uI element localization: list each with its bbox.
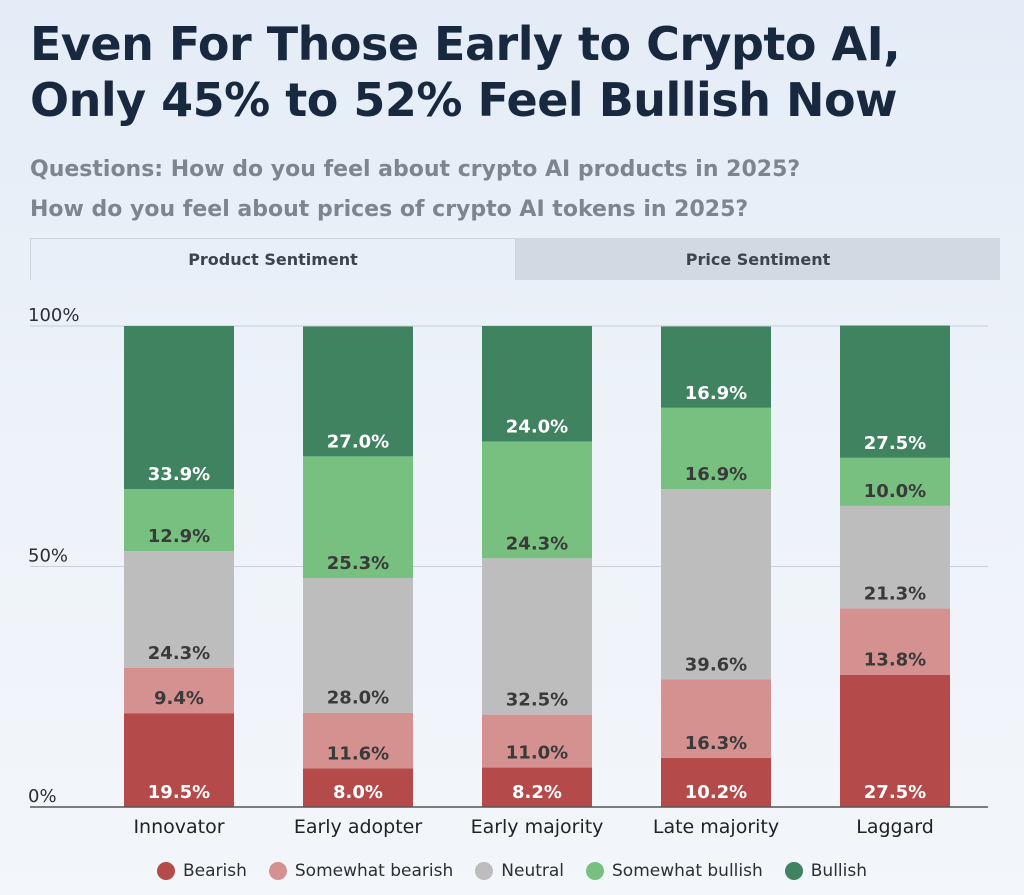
- data-label: 10.0%: [864, 481, 926, 502]
- data-label: 24.3%: [148, 643, 210, 664]
- x-tick-label-4: Laggard: [856, 816, 934, 838]
- chart-subtitle: Questions: How do you feel about crypto …: [30, 150, 1010, 230]
- x-tick-label-1: Early adopter: [294, 816, 423, 838]
- data-label: 8.2%: [512, 782, 562, 803]
- subtitle-line-1: Questions: How do you feel about crypto …: [30, 157, 801, 182]
- bar-segment-somewhat-bearish-0: [124, 667, 234, 714]
- stacked-bar-chart: 0% 50% 100% 19.5% 9.4% 24.3% 12.9% 33.9% 8.0% 11.…: [28, 305, 988, 838]
- bar-segment-somewhat-bearish-2: [482, 714, 592, 768]
- bar-segment-neutral-0: [124, 551, 234, 668]
- bar-segment-bearish-0: [124, 713, 234, 807]
- data-label: 16.9%: [685, 383, 747, 404]
- bar-segment-somewhat-bullish-3: [661, 407, 771, 490]
- bar-segment-bearish-2: [482, 767, 592, 807]
- x-tick-label-3: Late majority: [653, 816, 779, 838]
- legend-swatch: [156, 862, 175, 880]
- data-label: 12.9%: [148, 526, 210, 547]
- bar-segment-somewhat-bullish-0: [124, 489, 234, 552]
- subtitle-line-2: How do you feel about prices of crypto A…: [30, 197, 749, 222]
- bar-segment-bullish-3: [661, 326, 771, 408]
- bar-segment-somewhat-bullish-1: [303, 456, 413, 579]
- y-tick-label-0: 0%: [28, 786, 57, 807]
- data-label: 27.5%: [864, 433, 926, 454]
- y-tick-label-1: 50%: [28, 546, 68, 567]
- y-tick-label-2: 100%: [28, 305, 79, 326]
- bar-segment-somewhat-bearish-4: [840, 608, 950, 675]
- data-label: 16.3%: [685, 733, 747, 754]
- data-label: 32.5%: [506, 690, 568, 711]
- data-label: 13.8%: [864, 650, 926, 671]
- data-label: 39.6%: [685, 655, 747, 676]
- bar-segment-bullish-2: [482, 326, 592, 442]
- tab-product-sentiment[interactable]: Product Sentiment: [30, 238, 516, 280]
- bar-segment-neutral-3: [661, 489, 771, 680]
- legend-item-neutral: Neutral: [475, 861, 564, 881]
- data-label: 21.3%: [864, 583, 926, 604]
- bar-segment-neutral-4: [840, 505, 950, 609]
- sentiment-tabs: Product Sentiment Price Sentiment: [30, 238, 1000, 280]
- data-label: 8.0%: [333, 782, 383, 803]
- bar-segment-somewhat-bullish-4: [840, 457, 950, 506]
- x-tick-label-0: Innovator: [133, 816, 224, 838]
- legend-item-somewhat-bullish: Somewhat bullish: [586, 861, 763, 881]
- data-label: 25.3%: [327, 553, 389, 574]
- legend-item-bullish: Bullish: [784, 861, 868, 881]
- data-label: 11.0%: [506, 743, 568, 764]
- data-label: 33.9%: [148, 464, 210, 485]
- bar-segment-bearish-3: [661, 757, 771, 807]
- data-label: 24.0%: [506, 416, 568, 437]
- tab-price-sentiment[interactable]: Price Sentiment: [685, 249, 831, 269]
- bar-segment-bearish-1: [303, 768, 413, 807]
- legend-label: Somewhat bearish: [294, 861, 454, 881]
- bar-segment-bullish-0: [124, 326, 234, 490]
- legend-label: Bullish: [810, 861, 868, 881]
- data-label: 9.4%: [154, 688, 204, 709]
- legend-label: Bearish: [182, 861, 247, 881]
- data-label: 10.2%: [685, 782, 747, 803]
- chart-title: Even For Those Early to Crypto AI, Only …: [30, 16, 1010, 128]
- legend-swatch: [268, 862, 287, 880]
- data-label: 19.5%: [148, 782, 210, 803]
- data-label: 24.3%: [506, 533, 568, 554]
- legend-label: Somewhat bullish: [612, 861, 763, 881]
- bar-segment-somewhat-bullish-2: [482, 441, 592, 559]
- data-label: 16.9%: [685, 464, 747, 485]
- title-line-1: Even For Those Early to Crypto AI,: [30, 17, 901, 71]
- data-label: 27.0%: [327, 431, 389, 452]
- chart-legend: Bearish Somewhat bearish Neutral Somewhat b…: [0, 856, 1024, 886]
- data-label: 11.6%: [327, 744, 389, 765]
- bar-segment-bullish-1: [303, 326, 413, 457]
- bar-segment-neutral-2: [482, 558, 592, 715]
- legend-swatch: [784, 862, 803, 880]
- legend-item-bearish: Bearish: [156, 861, 247, 881]
- bar-segment-somewhat-bearish-3: [661, 679, 771, 758]
- data-label: 27.5%: [864, 782, 926, 803]
- legend-item-somewhat-bearish: Somewhat bearish: [268, 861, 454, 881]
- title-line-2: Only 45% to 52% Feel Bullish Now: [30, 73, 898, 127]
- legend-swatch: [586, 862, 605, 880]
- bar-segment-neutral-1: [303, 578, 413, 713]
- bar-segment-bullish-4: [840, 325, 950, 458]
- bar-segment-somewhat-bearish-1: [303, 712, 413, 769]
- legend-label: Neutral: [501, 861, 565, 881]
- legend-swatch: [475, 862, 494, 880]
- data-label: 28.0%: [327, 688, 389, 709]
- x-tick-label-2: Early majority: [471, 816, 604, 838]
- bar-segment-bearish-4: [840, 674, 950, 807]
